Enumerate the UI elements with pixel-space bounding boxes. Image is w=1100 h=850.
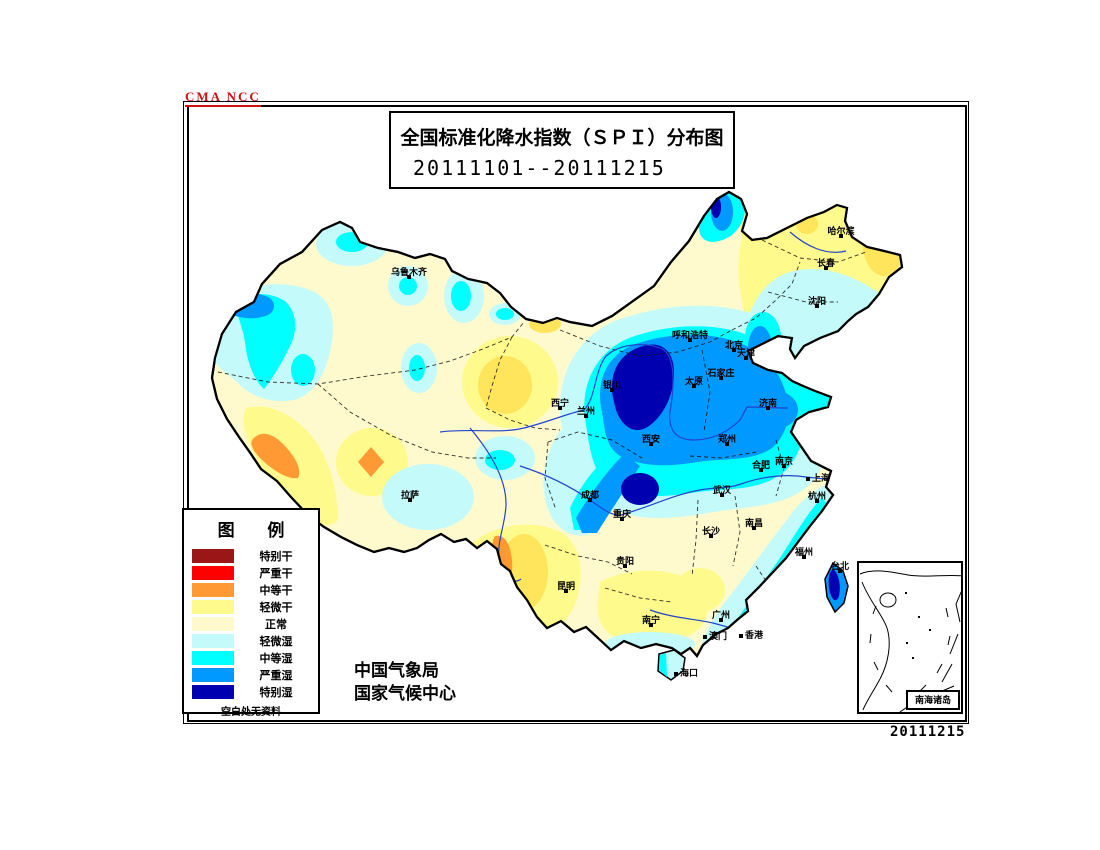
south-china-sea-inset: 南海诸岛 (857, 561, 963, 714)
legend-swatch (192, 565, 234, 580)
inset-islands (905, 592, 931, 659)
agency-block: 中国气象局 国家气候中心 (354, 660, 456, 706)
hainan-island (657, 649, 686, 681)
legend-row: 严重干 (184, 564, 318, 581)
inset-map (859, 570, 961, 712)
legend-row: 轻微湿 (184, 632, 318, 649)
legend-box: 图 例 特别干严重干中等干轻微干正常轻微湿中等湿严重湿特别湿 空白处无资料 (182, 508, 320, 718)
agency-line1: 中国气象局 (354, 661, 439, 680)
province-borders (217, 239, 867, 612)
china-coastline (210, 190, 904, 658)
legend-row: 中等干 (184, 581, 318, 598)
title-box: 全国标准化降水指数（ＳＰＩ）分布图 20111101--20111215 (389, 111, 735, 189)
legend-no-data-note: 空白处无资料 (221, 707, 281, 718)
legend-label: 中等湿 (259, 652, 293, 665)
inset-label: 南海诸岛 (906, 690, 960, 710)
legend-items: 特别干严重干中等干轻微干正常轻微湿中等湿严重湿特别湿 (184, 547, 318, 700)
legend-row: 中等湿 (184, 649, 318, 666)
agency-line2: 国家气候中心 (354, 683, 456, 703)
legend-swatch (192, 548, 234, 563)
legend-row: 严重湿 (184, 666, 318, 683)
legend-row: 特别干 (184, 547, 318, 564)
map-date-range: 20111101--20111215 (413, 156, 666, 180)
agency-code: CMA NCC (185, 89, 261, 107)
legend-row: 正常 (184, 615, 318, 632)
legend-title: 图 例 (217, 521, 299, 540)
legend-label: 严重干 (259, 567, 293, 580)
legend-swatch (192, 667, 234, 682)
legend-swatch (192, 650, 234, 665)
chart-frame-outer (183, 101, 969, 724)
legend-swatch (192, 582, 234, 597)
legend-swatch (192, 599, 234, 614)
legend-swatch (192, 684, 234, 699)
taiwan-island (824, 561, 849, 614)
map-title: 全国标准化降水指数（ＳＰＩ）分布图 (400, 128, 724, 149)
legend-label: 轻微湿 (259, 635, 293, 648)
legend-swatch (192, 616, 234, 631)
rivers (439, 231, 847, 632)
legend-row: 特别湿 (184, 683, 318, 700)
legend-label: 特别湿 (259, 686, 293, 699)
date-stamp: 20111215 (890, 724, 966, 740)
legend-label: 特别干 (259, 550, 293, 563)
legend-swatch (192, 633, 234, 648)
legend-label: 轻微干 (259, 601, 293, 614)
legend-label: 严重湿 (259, 669, 293, 682)
legend-row: 轻微干 (184, 598, 318, 615)
legend-label: 中等干 (259, 584, 293, 597)
legend-label: 正常 (265, 618, 287, 631)
